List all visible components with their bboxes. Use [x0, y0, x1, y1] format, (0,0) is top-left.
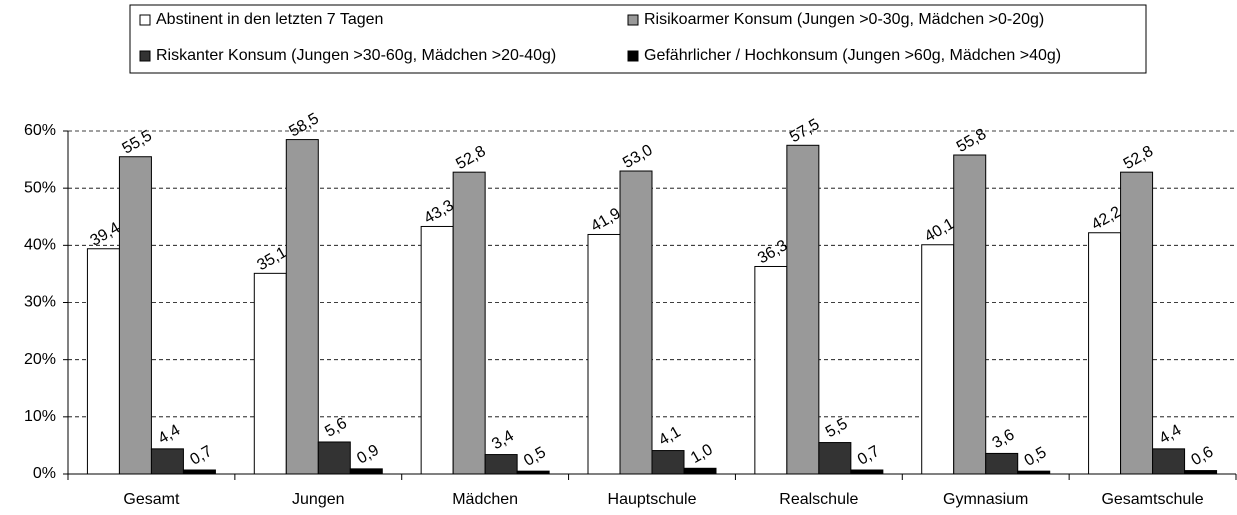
- bar: [1017, 470, 1051, 475]
- value-label: 3,6: [990, 426, 1018, 452]
- value-label: 5,6: [322, 415, 350, 441]
- y-tick-label: 0%: [33, 465, 56, 482]
- value-label: 53,0: [620, 142, 656, 172]
- bar: [516, 470, 550, 475]
- value-label: 0,9: [354, 442, 382, 468]
- bar: [253, 272, 287, 475]
- bar: [921, 244, 955, 475]
- bar: [651, 450, 685, 475]
- legend-label: Riskanter Konsum (Jungen >30-60g, Mädche…: [156, 47, 556, 64]
- bar: [349, 468, 383, 475]
- legend-swatch: [139, 14, 151, 26]
- bar: [317, 441, 351, 475]
- x-tick-label: Gymnasium: [943, 491, 1028, 508]
- value-label: 4,1: [656, 423, 684, 449]
- value-label: 0,7: [187, 443, 215, 469]
- y-tick-label: 60%: [24, 122, 56, 139]
- value-label: 4,4: [155, 422, 183, 448]
- value-label: 3,4: [489, 427, 517, 453]
- bar: [86, 248, 120, 475]
- value-label: 0,5: [521, 444, 549, 470]
- x-tick-label: Realschule: [779, 491, 858, 508]
- x-tick-label: Hauptschule: [608, 491, 697, 508]
- bar: [182, 469, 216, 475]
- value-label: 55,5: [120, 127, 156, 157]
- bar: [683, 467, 717, 475]
- legend-label: Abstinent in den letzten 7 Tagen: [156, 11, 383, 28]
- legend-label: Gefährlicher / Hochkonsum (Jungen >60g, …: [644, 47, 1061, 64]
- bar: [850, 469, 884, 475]
- legend-swatch: [627, 50, 639, 62]
- bar: [118, 156, 152, 475]
- bar: [452, 171, 486, 475]
- value-label: 55,8: [954, 126, 990, 156]
- bar: [818, 442, 852, 475]
- bar: [285, 139, 319, 475]
- y-tick-label: 50%: [24, 179, 56, 196]
- value-label: 41,9: [588, 205, 624, 235]
- x-tick-label: Gesamtschule: [1101, 491, 1203, 508]
- value-label: 0,7: [855, 443, 883, 469]
- bar: [1152, 448, 1186, 475]
- value-label: 58,5: [286, 110, 322, 140]
- bar: [1184, 470, 1218, 475]
- bar: [953, 154, 987, 475]
- y-tick-label: 10%: [24, 408, 56, 425]
- bar: [420, 225, 454, 475]
- bar: [985, 452, 1019, 475]
- value-label: 52,8: [453, 143, 489, 173]
- x-tick-label: Jungen: [292, 491, 345, 508]
- bar: [1120, 171, 1154, 475]
- value-label: 40,1: [922, 215, 958, 245]
- bar: [619, 170, 653, 475]
- bar: [754, 265, 788, 475]
- legend-swatch: [139, 50, 151, 62]
- value-label: 52,8: [1121, 143, 1157, 173]
- value-label: 0,6: [1189, 443, 1217, 469]
- legend-swatch: [627, 14, 639, 26]
- value-label: 36,3: [755, 237, 791, 267]
- y-tick-label: 40%: [24, 237, 56, 254]
- value-label: 42,2: [1089, 203, 1125, 233]
- bar: [786, 144, 820, 475]
- y-tick-label: 30%: [24, 294, 56, 311]
- bar: [587, 233, 621, 475]
- value-label: 43,3: [421, 197, 457, 227]
- value-label: 5,5: [823, 415, 851, 441]
- value-label: 57,5: [787, 116, 823, 146]
- bar: [1088, 232, 1122, 475]
- value-label: 4,4: [1157, 422, 1185, 448]
- y-tick-label: 20%: [24, 351, 56, 368]
- value-label: 1,0: [688, 441, 716, 467]
- bar: [484, 454, 518, 475]
- x-tick-label: Mädchen: [452, 491, 518, 508]
- value-label: 35,1: [254, 244, 290, 274]
- bar: [150, 448, 184, 475]
- legend-label: Risikoarmer Konsum (Jungen >0-30g, Mädch…: [644, 11, 1044, 28]
- value-label: 0,5: [1022, 444, 1050, 470]
- x-tick-label: Gesamt: [123, 491, 180, 508]
